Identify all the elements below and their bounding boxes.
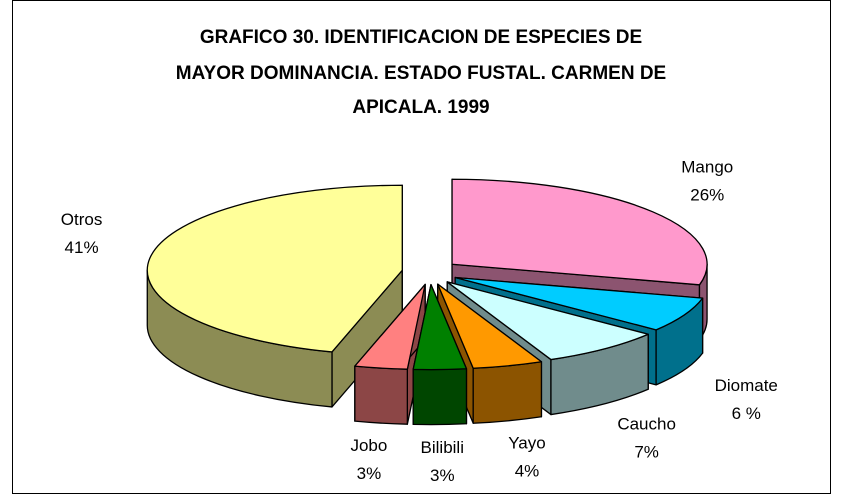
slice-label: Yayo <box>508 434 546 453</box>
slice-value-label: 7% <box>634 442 659 461</box>
slice <box>354 283 426 370</box>
slice-value-label: 3% <box>430 466 455 485</box>
slice-value-label: 3% <box>357 464 382 483</box>
slice-side <box>354 365 408 425</box>
slice <box>451 178 708 286</box>
slice-label: Mango <box>681 158 733 177</box>
slice-label: Diomate <box>715 376 778 395</box>
slice <box>412 283 468 371</box>
slice-value-label: 41% <box>65 238 99 257</box>
slice <box>446 281 649 361</box>
slice <box>437 283 543 369</box>
slice-side <box>472 361 543 424</box>
slice <box>454 276 704 331</box>
slice-label: Jobo <box>350 436 387 455</box>
chart-title: MAYOR DOMINANCIA. ESTADO FUSTAL. CARMEN … <box>176 63 666 84</box>
slice-label: Otros <box>61 210 103 229</box>
chart-title: GRAFICO 30. IDENTIFICACION DE ESPECIES D… <box>200 27 642 48</box>
slice-label: Bilibili <box>421 438 464 457</box>
slice-value-label: 26% <box>690 186 724 205</box>
slice-value-label: 4% <box>515 462 540 481</box>
slice <box>146 184 403 353</box>
slice-label: Caucho <box>617 414 676 433</box>
chart-title: APICALA. 1999 <box>352 97 489 118</box>
slice-side <box>412 368 468 426</box>
slice-value-label: 6 % <box>732 404 761 423</box>
